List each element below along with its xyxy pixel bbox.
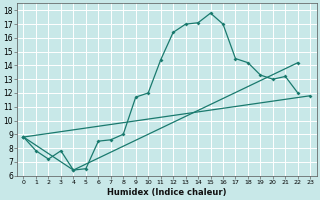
X-axis label: Humidex (Indice chaleur): Humidex (Indice chaleur): [107, 188, 227, 197]
